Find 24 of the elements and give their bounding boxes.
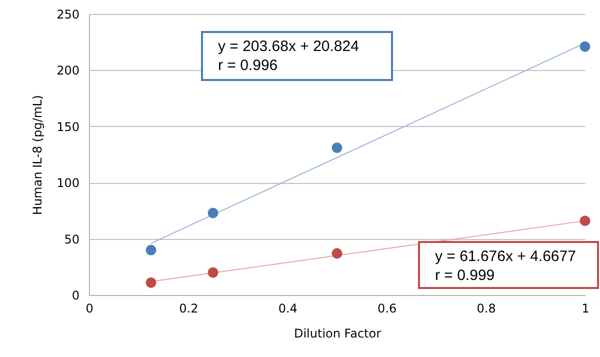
equation-box: y = 203.68x + 20.824 r = 0.996 (201, 31, 393, 81)
x-tick-label: 1 (582, 302, 590, 316)
y-tick-label: 50 (64, 232, 80, 246)
y-tick-label: 250 (56, 8, 80, 22)
y-axis-title: Human IL-8 (pg/mL) (30, 95, 45, 215)
point (580, 216, 590, 226)
x-tick-label: 0 (86, 302, 94, 316)
point (332, 248, 342, 259)
equation-box: y = 61.676x + 4.6677 r = 0.999 (418, 241, 599, 289)
point (332, 142, 342, 153)
y-tick-label: 100 (56, 176, 80, 190)
point (580, 41, 590, 52)
point (208, 208, 218, 218)
y-tick-label: 150 (56, 120, 80, 134)
x-tick-label: 0.6 (378, 302, 397, 316)
y-tick-label: 0 (72, 288, 80, 302)
x-tick-label: 0.2 (179, 302, 198, 316)
y-tick-label: 200 (56, 64, 80, 78)
point (146, 277, 156, 288)
point (146, 244, 156, 256)
x-tick-label: 0.4 (278, 302, 298, 316)
point (208, 267, 218, 278)
x-tick-label: 0.8 (476, 302, 496, 316)
x-axis-title: Dilution Factor (294, 326, 382, 340)
